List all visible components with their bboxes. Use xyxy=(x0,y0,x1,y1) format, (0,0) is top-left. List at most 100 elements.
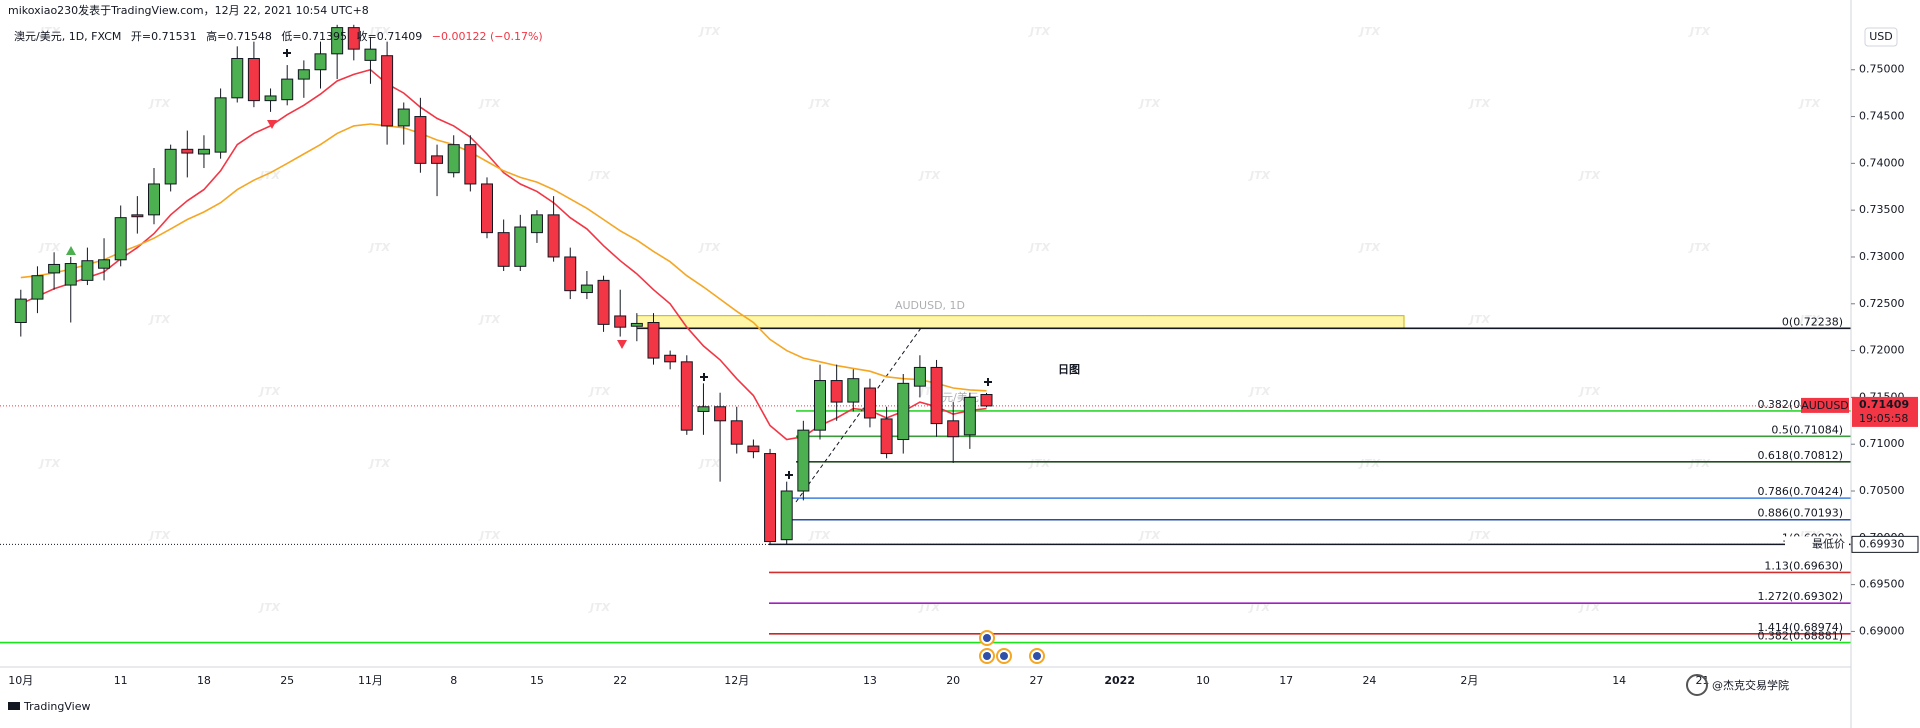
candle-body xyxy=(814,380,826,431)
logo-watermark: JTX xyxy=(698,241,721,254)
candle-body xyxy=(397,108,410,127)
candle-body xyxy=(297,69,310,80)
candle-body xyxy=(780,490,793,541)
logo-watermark: JTX xyxy=(1138,97,1161,110)
candle-body xyxy=(64,263,77,286)
logo-watermark: JTX xyxy=(588,169,611,182)
logo-watermark: JTX xyxy=(1358,25,1381,38)
candle-body xyxy=(697,406,710,412)
candle-body xyxy=(81,260,94,281)
fib-label: 0.618(0.70812) xyxy=(1757,449,1843,462)
x-tick-label: 12月 xyxy=(724,674,749,687)
logo-watermark: JTX xyxy=(698,457,721,470)
x-tick-label: 20 xyxy=(946,674,960,687)
publisher: mikoxiao230发表于TradingView.com，12月 22, 20… xyxy=(8,3,369,17)
up-signal xyxy=(66,246,76,255)
candle-body xyxy=(181,148,194,154)
tradingview-logo: TradingView xyxy=(8,700,90,713)
candle-body xyxy=(930,366,943,425)
fib-label: 0.5(0.71084) xyxy=(1771,423,1843,436)
logo-watermark: JTX xyxy=(588,601,611,614)
candle-body xyxy=(963,396,976,436)
logo-watermark: JTX xyxy=(1138,529,1161,542)
fib-label: 1.13(0.69630) xyxy=(1764,559,1843,572)
countdown: 19:05:58 xyxy=(1859,412,1908,425)
y-tick-label: 0.72000 xyxy=(1859,344,1905,357)
candle-body xyxy=(830,380,843,403)
open-value: 开=0.71531 xyxy=(131,30,197,43)
x-tick-label: 17 xyxy=(1279,674,1293,687)
logo-watermark: JTX xyxy=(1578,385,1601,398)
candle-body xyxy=(714,406,727,422)
logo-watermark: JTX xyxy=(1798,313,1821,326)
low-value: 低=0.71395 xyxy=(281,30,347,43)
logo-watermark: JTX xyxy=(478,529,501,542)
x-tick-label: 2022 xyxy=(1104,674,1135,687)
symbol-tag-label: AUDUSD xyxy=(1801,399,1849,412)
currency-box xyxy=(1864,27,1898,47)
x-tick-label: 25 xyxy=(280,674,294,687)
event-icon-flag xyxy=(983,652,991,660)
x-tick-label: 11月 xyxy=(358,674,383,687)
candle-body xyxy=(564,256,577,292)
candle-body xyxy=(664,354,677,363)
candle-body xyxy=(164,148,177,185)
logo-watermark: JTX xyxy=(1248,601,1271,614)
candle-body xyxy=(897,382,910,441)
candle-body xyxy=(497,232,510,267)
logo-watermark: JTX xyxy=(808,97,831,110)
y-tick-label: 0.71000 xyxy=(1859,437,1905,450)
logo-watermark: JTX xyxy=(1468,313,1491,326)
logo-watermark: JTX xyxy=(38,25,61,38)
moving-average xyxy=(20,123,987,392)
y-tick-label: 0.74500 xyxy=(1859,110,1905,123)
low-text: 最低价 xyxy=(1812,537,1845,550)
fib-label: 0.786(0.70424) xyxy=(1757,485,1843,498)
candle-body xyxy=(364,48,377,61)
candle-body xyxy=(214,97,227,153)
down-signal xyxy=(617,340,627,349)
candle-body xyxy=(31,275,44,300)
logo-watermark: JTX xyxy=(1028,25,1051,38)
candle-body xyxy=(913,366,926,387)
candle-body xyxy=(630,322,643,327)
candle-body xyxy=(48,263,61,274)
x-tick-label: 10月 xyxy=(8,674,33,687)
current-price-label: 0.71409 xyxy=(1859,398,1909,411)
currency: USD xyxy=(1869,30,1893,43)
event-icon-flag xyxy=(983,634,991,642)
down-signal xyxy=(267,120,277,129)
logo-watermark: JTX xyxy=(1028,457,1051,470)
fib-label: 0.886(0.70193) xyxy=(1757,507,1843,520)
logo-watermark: JTX xyxy=(258,385,281,398)
fib-label: 1.414(0.68974) xyxy=(1757,621,1843,634)
candle-body xyxy=(197,148,210,155)
y-tick-label: 0.69000 xyxy=(1859,624,1905,637)
x-tick-label: 22 xyxy=(613,674,627,687)
candle-body xyxy=(281,78,294,101)
candle-body xyxy=(447,144,460,174)
brand: TradingView xyxy=(23,700,90,713)
fib-label: 0(0.72238) xyxy=(1782,315,1843,328)
logo-watermark: JTX xyxy=(1798,97,1821,110)
x-tick-label: 18 xyxy=(197,674,211,687)
logo-watermark: JTX xyxy=(478,97,501,110)
candle-body xyxy=(98,259,111,269)
y-tick-label: 0.73500 xyxy=(1859,203,1905,216)
x-tick-label: 15 xyxy=(530,674,544,687)
event-icon-flag xyxy=(1000,652,1008,660)
low-price-label: 0.69930 xyxy=(1859,537,1905,550)
y-tick-label: 0.72500 xyxy=(1859,297,1905,310)
candle-body xyxy=(481,183,493,234)
x-tick-label: 14 xyxy=(1612,674,1626,687)
x-tick-label: 24 xyxy=(1362,674,1376,687)
candle-body xyxy=(331,27,344,55)
credit: @杰克交易学院 xyxy=(1712,678,1789,692)
logo-watermark: JTX xyxy=(1578,169,1601,182)
logo-watermark: JTX xyxy=(1028,241,1051,254)
logo-watermark: JTX xyxy=(918,169,941,182)
logo-watermark: JTX xyxy=(478,313,501,326)
fib-label: 1.272(0.69302) xyxy=(1757,590,1843,603)
